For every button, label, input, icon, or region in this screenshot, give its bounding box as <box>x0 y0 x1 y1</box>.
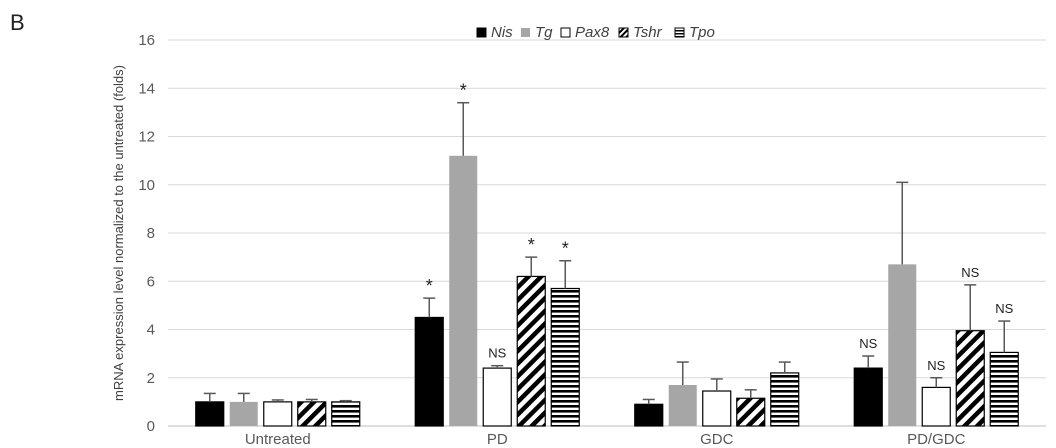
bar-pax8-pd-gdc <box>921 386 951 427</box>
legend-label-tpo: Tpo <box>689 24 715 41</box>
y-tick-label: 10 <box>138 177 155 194</box>
legend-swatch-tg <box>521 28 530 37</box>
y-tick-label: 2 <box>147 370 155 387</box>
legend-swatch-nis <box>476 27 487 38</box>
bar-tpo-pd <box>550 287 580 427</box>
x-category-label: PD <box>487 431 508 448</box>
y-axis-ticks: 0 2 4 6 8 10 12 14 16 <box>138 32 155 435</box>
bar-tshr-gdc <box>736 397 766 427</box>
legend-swatch-pax8 <box>560 27 571 38</box>
bar-nis-gdc <box>634 403 664 427</box>
x-category-label: PD/GDC <box>907 431 966 448</box>
bar-tshr-pd <box>516 275 546 427</box>
legend-label-pax8: Pax8 <box>575 24 610 41</box>
y-tick-label: 12 <box>138 129 155 146</box>
significance-label: NS <box>927 358 945 373</box>
bar-pax8-pd <box>482 367 512 427</box>
significance-label: * <box>562 239 569 259</box>
x-category-label: Untreated <box>245 431 311 448</box>
y-axis-label: mRNA expression level normalized to the … <box>111 65 126 401</box>
bar-pax8-gdc <box>702 390 732 427</box>
bar-tpo-pd-gdc <box>989 351 1019 427</box>
significance-label: * <box>460 81 467 101</box>
bar-tshr-pd-gdc <box>955 330 985 427</box>
significance-label: NS <box>859 336 877 351</box>
error-bars <box>203 101 1011 405</box>
y-tick-label: 14 <box>138 80 155 97</box>
bar-tg-untreated <box>229 401 258 426</box>
significance-annotations: * * NS * * NS NS NS NS <box>426 81 1014 373</box>
significance-label: NS <box>995 301 1013 316</box>
bar-nis-untreated <box>195 401 225 427</box>
y-tick-label: 4 <box>147 322 155 339</box>
x-category-label: GDC <box>700 431 734 448</box>
gridlines <box>168 39 1046 427</box>
panel-label: B <box>10 10 25 35</box>
bar-tshr-untreated <box>297 401 327 427</box>
x-axis-categories: Untreated PD GDC PD/GDC <box>245 431 966 448</box>
significance-label: NS <box>961 265 979 280</box>
significance-label: * <box>528 235 535 255</box>
bar-nis-pd <box>414 316 444 427</box>
bar-tg-gdc <box>668 384 697 426</box>
bar-tpo-untreated <box>331 401 361 427</box>
bar-pax8-untreated <box>263 401 293 427</box>
y-tick-label: 0 <box>147 418 155 435</box>
bar-tg-pd-gdc <box>888 264 917 426</box>
legend-swatch-tpo <box>674 27 685 38</box>
legend-swatch-tshr <box>618 27 629 38</box>
legend-label-nis: Nis <box>491 24 513 41</box>
y-tick-label: 6 <box>147 273 155 290</box>
significance-label: NS <box>488 346 506 361</box>
legend-label-tg: Tg <box>535 24 553 41</box>
bar-tpo-gdc <box>770 372 800 427</box>
y-tick-label: 8 <box>147 225 155 242</box>
bar-nis-pd-gdc <box>853 367 883 427</box>
significance-label: * <box>426 276 433 296</box>
bar-tg-pd <box>449 155 478 427</box>
bars <box>195 155 1019 427</box>
legend-label-tshr: Tshr <box>633 24 663 41</box>
legend: Nis Tg Pax8 Tshr Tpo <box>476 24 715 41</box>
y-tick-label: 16 <box>138 32 155 49</box>
